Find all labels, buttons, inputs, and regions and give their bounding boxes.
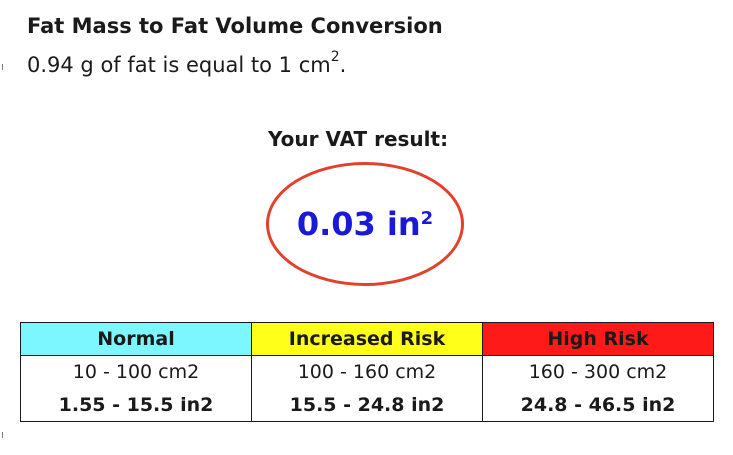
- header-high-risk: High Risk: [482, 322, 714, 356]
- header-increased-risk: Increased Risk: [251, 322, 483, 356]
- header-normal: Normal: [20, 322, 252, 356]
- cell-increased-in2: 15.5 - 24.8 in2: [251, 388, 483, 422]
- result-label: Your VAT result:: [268, 127, 449, 151]
- cell-normal-cm2: 10 - 100 cm2: [20, 355, 252, 389]
- conversion-note: 0.94 g of fat is equal to 1 cm2.: [27, 49, 347, 77]
- table-row-cm2: 10 - 100 cm2 100 - 160 cm2 160 - 300 cm2: [20, 355, 714, 389]
- cell-high-cm2: 160 - 300 cm2: [482, 355, 714, 389]
- conversion-text: 0.94 g of fat is equal to 1 cm: [27, 53, 331, 77]
- result-value: 0.03 in 2: [266, 162, 464, 286]
- risk-table-header-row: Normal Increased Risk High Risk: [20, 322, 714, 356]
- margin-tick: [2, 64, 3, 70]
- margin-tick: [2, 432, 3, 438]
- cell-normal-in2: 1.55 - 15.5 in2: [20, 388, 252, 422]
- conversion-period: .: [339, 53, 347, 77]
- cell-increased-cm2: 100 - 160 cm2: [251, 355, 483, 389]
- result-value-text: 0.03 in: [296, 205, 421, 243]
- risk-table: Normal Increased Risk High Risk 10 - 100…: [20, 322, 714, 422]
- conversion-superscript: 2: [330, 49, 340, 65]
- page-heading: Fat Mass to Fat Volume Conversion: [27, 14, 443, 38]
- cell-high-in2: 24.8 - 46.5 in2: [482, 388, 714, 422]
- table-row-in2: 1.55 - 15.5 in2 15.5 - 24.8 in2 24.8 - 4…: [20, 388, 714, 422]
- result-value-superscript: 2: [420, 207, 434, 229]
- result-circle: [266, 162, 464, 286]
